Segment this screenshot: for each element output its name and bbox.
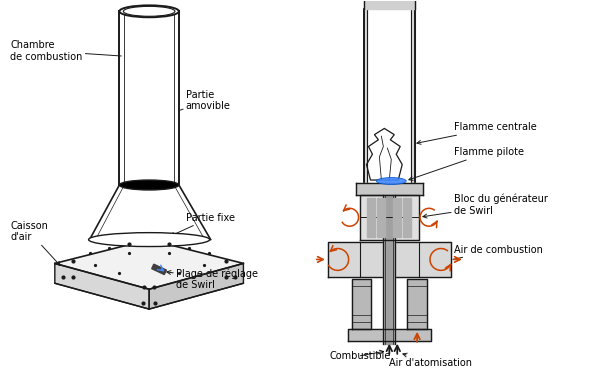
Text: Plage de réglage
de Swirl: Plage de réglage de Swirl <box>167 268 258 290</box>
Ellipse shape <box>119 5 179 17</box>
Polygon shape <box>119 11 179 185</box>
Polygon shape <box>149 263 244 309</box>
Polygon shape <box>328 242 451 277</box>
Polygon shape <box>55 263 149 309</box>
Polygon shape <box>359 195 419 240</box>
Ellipse shape <box>88 233 210 247</box>
Polygon shape <box>368 9 411 183</box>
Text: Partie
amovible: Partie amovible <box>179 90 230 111</box>
Polygon shape <box>55 240 244 289</box>
Polygon shape <box>90 185 211 240</box>
Text: Partie fixe: Partie fixe <box>171 213 235 236</box>
Ellipse shape <box>377 178 406 184</box>
Polygon shape <box>364 9 368 183</box>
Polygon shape <box>383 195 395 344</box>
Polygon shape <box>377 198 385 237</box>
Text: Flamme centrale: Flamme centrale <box>417 122 537 144</box>
Polygon shape <box>356 183 423 195</box>
Text: Air de combustion: Air de combustion <box>453 244 543 259</box>
Text: Flamme pilote: Flamme pilote <box>409 147 524 180</box>
Text: Chambre
de combustion: Chambre de combustion <box>10 40 121 62</box>
Polygon shape <box>403 198 411 237</box>
Text: Bloc du générateur
de Swirl: Bloc du générateur de Swirl <box>423 194 547 218</box>
Polygon shape <box>407 279 427 329</box>
Polygon shape <box>152 264 167 275</box>
Polygon shape <box>411 9 415 183</box>
Polygon shape <box>393 198 401 237</box>
Polygon shape <box>347 329 431 341</box>
Polygon shape <box>364 0 415 9</box>
Polygon shape <box>352 279 371 329</box>
Text: Combustible: Combustible <box>330 350 391 361</box>
Text: Air d'atomisation: Air d'atomisation <box>389 353 472 368</box>
Polygon shape <box>368 198 376 237</box>
Ellipse shape <box>119 180 179 190</box>
Text: Caisson
d'air: Caisson d'air <box>10 221 60 266</box>
